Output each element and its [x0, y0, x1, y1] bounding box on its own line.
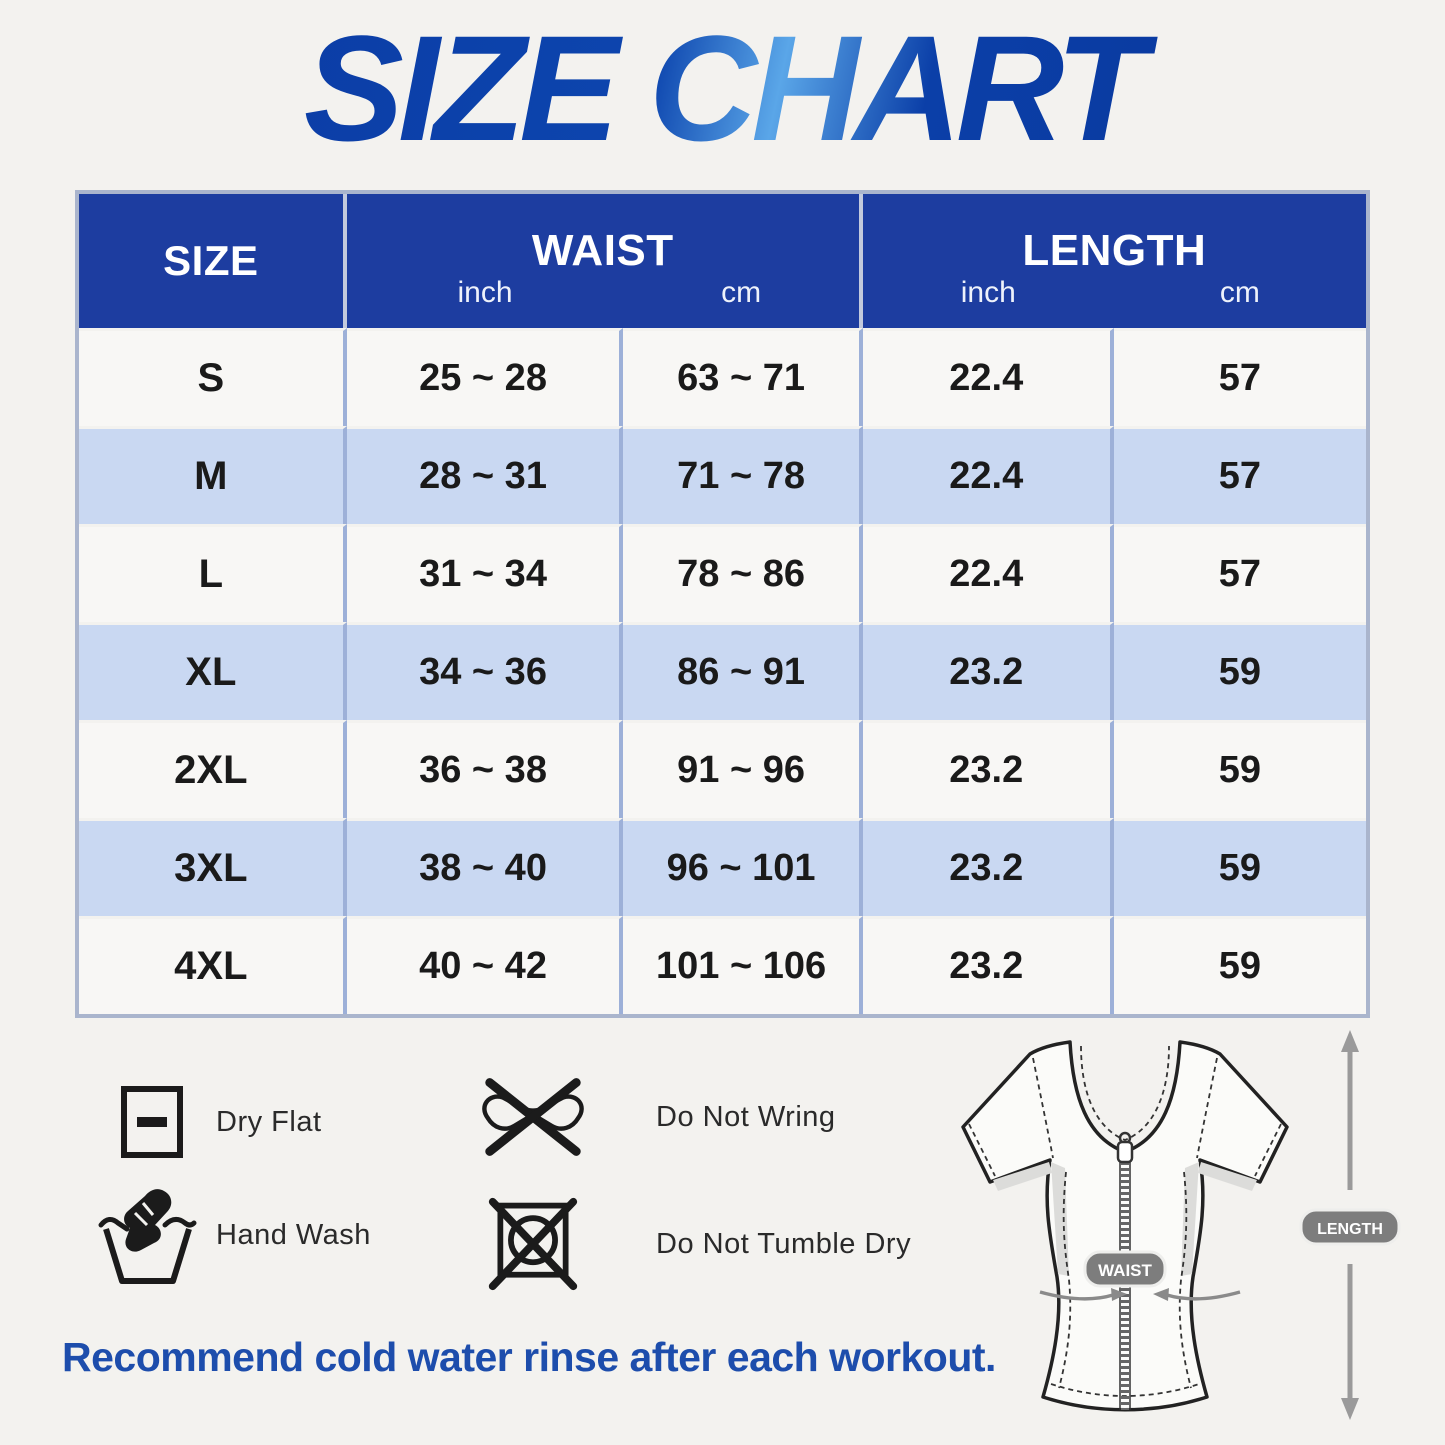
cell-length-cm: 59	[1113, 720, 1366, 818]
hand-wash-icon	[78, 1180, 216, 1290]
care-label: Hand Wash	[216, 1218, 371, 1251]
cell-waist-cm: 71 ~ 78	[623, 426, 863, 524]
size-table-body: S 25 ~ 28 63 ~ 71 22.4 57 M 28 ~ 31 71 ~…	[79, 328, 1366, 1014]
cell-waist-in: 36 ~ 38	[346, 720, 624, 818]
garment-outline	[961, 1040, 1289, 1412]
garment-diagram: WAIST LENGTH	[961, 1030, 1401, 1420]
cell-length-in: 23.2	[862, 720, 1114, 818]
footer-note: Recommend cold water rinse after each wo…	[62, 1334, 996, 1380]
col-header-length: LENGTH	[1022, 226, 1207, 275]
cell-length-cm: 57	[1113, 524, 1366, 622]
care-item-dry-flat: Dry Flat	[88, 1072, 322, 1172]
cell-length-in: 22.4	[862, 328, 1114, 426]
cell-length-cm: 59	[1113, 818, 1366, 916]
cell-size: S	[79, 328, 347, 426]
col-subheader-length-inch: inch	[960, 276, 1016, 309]
col-subheader-waist-cm: cm	[623, 276, 863, 328]
length-badge-label: LENGTH	[1317, 1221, 1383, 1238]
size-table-header: SIZE WAIST inch cm LENGTH inch cm	[79, 194, 1366, 328]
care-item-do-not-wring: Do Not Wring	[458, 1062, 836, 1172]
cell-size: 2XL	[79, 720, 347, 818]
cell-size: 3XL	[79, 818, 347, 916]
cell-waist-in: 25 ~ 28	[346, 328, 624, 426]
do-not-tumble-dry-icon	[462, 1190, 604, 1298]
cell-waist-cm: 96 ~ 101	[623, 818, 863, 916]
cell-size: L	[79, 524, 347, 622]
length-badge	[1299, 1208, 1401, 1246]
cell-size: 4XL	[79, 916, 347, 1014]
care-label: Dry Flat	[216, 1105, 322, 1138]
do-not-wring-icon	[458, 1062, 608, 1172]
dry-flat-icon	[88, 1072, 216, 1172]
cell-waist-in: 31 ~ 34	[346, 524, 624, 622]
care-label: Do Not Tumble Dry	[656, 1227, 912, 1260]
cell-length-in: 23.2	[862, 818, 1114, 916]
waist-badge	[1083, 1250, 1167, 1288]
cell-length-in: 23.2	[862, 622, 1114, 720]
cell-length-in: 23.2	[862, 916, 1114, 1014]
cell-waist-cm: 63 ~ 71	[623, 328, 863, 426]
waist-badge-label: WAIST	[1098, 1261, 1152, 1280]
cell-waist-in: 40 ~ 42	[346, 916, 624, 1014]
page-title: SIZE CHART	[274, 2, 1171, 175]
cell-waist-in: 38 ~ 40	[346, 818, 624, 916]
cell-length-in: 22.4	[862, 524, 1114, 622]
col-header-waist: WAIST	[347, 194, 863, 276]
care-item-hand-wash: Hand Wash	[78, 1180, 371, 1290]
cell-waist-in: 28 ~ 31	[346, 426, 624, 524]
cell-waist-cm: 78 ~ 86	[623, 524, 863, 622]
cell-length-in: 22.4	[862, 426, 1114, 524]
cell-size: XL	[79, 622, 347, 720]
care-item-do-not-tumble-dry: Do Not Tumble Dry	[462, 1190, 911, 1298]
cell-waist-in: 34 ~ 36	[346, 622, 624, 720]
size-table: SIZE WAIST inch cm LENGTH inch cm S 25 ~…	[75, 190, 1370, 1018]
col-subheader-waist-inch: inch	[457, 276, 513, 309]
cell-size: M	[79, 426, 347, 524]
arrow-down-icon	[1341, 1398, 1359, 1420]
cell-length-cm: 59	[1113, 916, 1366, 1014]
cell-length-cm: 57	[1113, 328, 1366, 426]
cell-length-cm: 59	[1113, 622, 1366, 720]
cell-waist-cm: 101 ~ 106	[623, 916, 863, 1014]
cell-length-cm: 57	[1113, 426, 1366, 524]
col-subheader-length-cm: cm	[1219, 276, 1260, 309]
care-label: Do Not Wring	[656, 1100, 836, 1133]
col-header-size: SIZE	[79, 194, 347, 328]
cell-waist-cm: 86 ~ 91	[623, 622, 863, 720]
arrow-up-icon	[1341, 1030, 1359, 1052]
cell-waist-cm: 91 ~ 96	[623, 720, 863, 818]
